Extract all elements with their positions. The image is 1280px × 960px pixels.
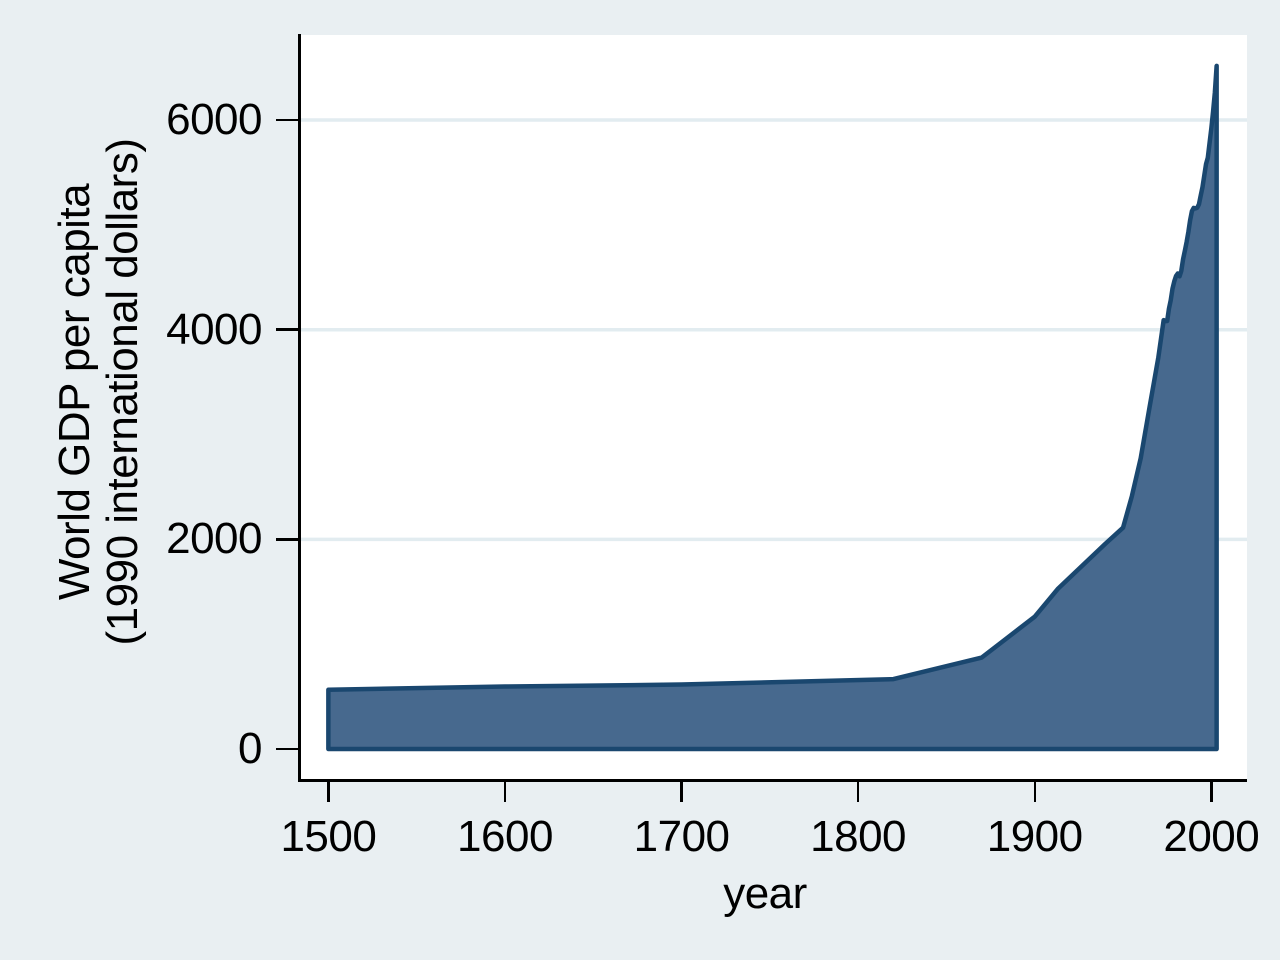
y-tick-mark xyxy=(276,118,299,122)
x-axis-line xyxy=(298,779,1247,782)
x-tick-label: 1700 xyxy=(633,812,730,861)
x-tick-label: 1900 xyxy=(986,812,1083,861)
x-tick-mark xyxy=(1210,782,1213,802)
y-axis-line xyxy=(298,34,301,782)
y-axis-title-line2: (1990 international dollars) xyxy=(98,138,147,646)
x-tick-mark xyxy=(856,782,860,802)
x-tick-mark xyxy=(1033,782,1036,802)
x-tick-label: 1600 xyxy=(457,812,553,861)
x-tick-mark xyxy=(503,782,507,802)
y-tick-mark xyxy=(276,538,299,541)
y-tick-label: 4000 xyxy=(166,304,262,354)
y-tick-mark xyxy=(276,328,299,331)
x-tick-label: 1500 xyxy=(280,812,377,861)
y-axis-title-line1: World GDP per capita xyxy=(50,183,100,601)
y-tick-label: 0 xyxy=(238,724,262,773)
x-axis-title: year xyxy=(723,869,807,918)
x-tick-mark xyxy=(680,782,683,802)
x-tick-label: 2000 xyxy=(1163,812,1260,861)
y-tick-mark xyxy=(276,747,299,751)
y-tick-label: 6000 xyxy=(166,95,262,144)
area-chart-canvas xyxy=(301,63,1247,752)
plot-area xyxy=(301,35,1247,781)
y-axis-title: World GDP per capita (1990 international… xyxy=(50,138,147,646)
x-tick-label: 1800 xyxy=(810,812,907,861)
y-tick-label: 2000 xyxy=(166,514,262,564)
x-tick-mark xyxy=(327,782,330,802)
gdp-area-series xyxy=(326,63,1219,752)
